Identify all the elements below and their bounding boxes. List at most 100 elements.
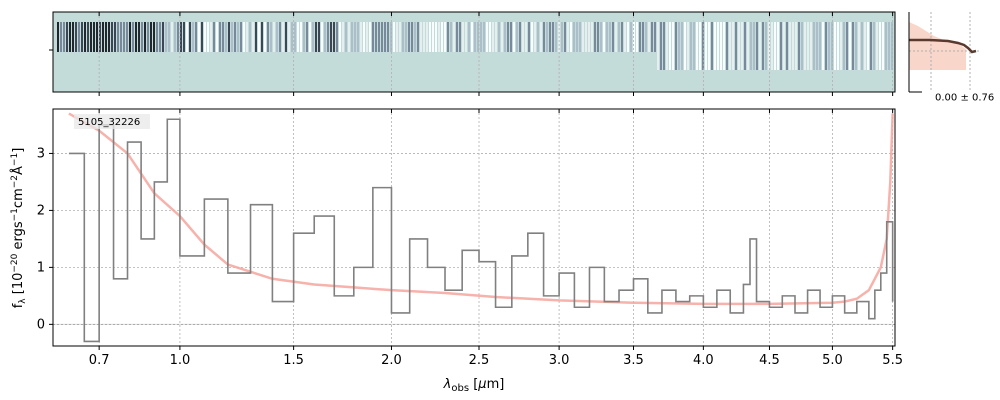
spectrum-2d-column <box>651 22 653 52</box>
y-axis-label: fλ [10−20 ergs−1cm−2Å−1] <box>10 148 28 309</box>
spectrum-2d-column <box>825 22 827 70</box>
y-tick-label: 1 <box>37 260 45 275</box>
spectrum-2d-column <box>339 22 341 52</box>
spectrum-2d-column <box>564 22 566 52</box>
spectrum-2d-column <box>63 22 65 52</box>
spectrum-2d-column <box>210 22 212 52</box>
spectrum-2d-column <box>723 22 725 70</box>
spectrum-2d-column <box>795 22 797 70</box>
spectrum-2d-column <box>75 22 77 52</box>
x-tick-label: 0.7 <box>89 353 110 368</box>
spectrum-2d-column <box>123 22 125 52</box>
spectrum-2d-column <box>864 22 866 70</box>
spectrum-2d-column <box>792 22 794 70</box>
spectrum-2d-column <box>384 22 386 52</box>
spectrum-2d-column <box>114 22 116 52</box>
x-tick-label: 2.5 <box>469 353 490 368</box>
spectrum-2d-column <box>696 22 698 70</box>
spectrum-2d-column <box>216 22 218 52</box>
spectrum-2d-column <box>267 22 269 52</box>
spectrum-2d-column <box>594 22 596 52</box>
spectrum-2d-column <box>600 22 602 52</box>
y-axis-label-exp3: −2 <box>10 175 20 188</box>
y-tick-label: 0 <box>37 317 45 332</box>
spectrum-2d-column <box>759 22 761 70</box>
spectrum-2d-column <box>465 22 467 52</box>
spectrum-2d-column <box>261 22 263 52</box>
spectrum-2d-column <box>684 22 686 70</box>
spectrum-2d-grid <box>98 12 894 92</box>
spectrum-2d-column <box>501 22 503 52</box>
spectrum-2d-column <box>807 22 809 70</box>
spectrum-2d-column <box>387 22 389 52</box>
spectrum-2d-column <box>753 22 755 70</box>
spectrum-2d-column <box>657 22 659 70</box>
spectrum-2d-panel <box>49 11 896 96</box>
spectrum-2d-column <box>276 22 278 52</box>
spectrum-2d-column <box>225 22 227 52</box>
object-label-box <box>74 114 150 129</box>
spectrum-2d-column <box>480 22 482 52</box>
spectrum-2d-column <box>660 22 662 70</box>
spectrum-2d-column <box>273 22 275 52</box>
spectrum-2d-column <box>357 22 359 52</box>
object-label: 5105_32226 <box>78 117 140 128</box>
spectrum-2d-column <box>390 22 392 52</box>
y-axis-label-b: ergs <box>11 221 26 253</box>
spectrum-2d-column <box>567 22 569 52</box>
spectrum-2d-frame <box>52 11 896 93</box>
spectrum-2d-column <box>246 22 248 52</box>
spectrum-2d-column <box>66 22 68 52</box>
spectrum-2d-column <box>624 22 626 52</box>
profile-fill <box>909 22 966 70</box>
spectrum-2d-column <box>810 22 812 70</box>
spectrum-2d-column <box>84 22 86 52</box>
spectrum-2d-column <box>180 22 182 52</box>
spectrum-2d-column <box>345 22 347 52</box>
x-axis-label-symbol: λ <box>443 377 452 392</box>
spectrum-2d-column <box>450 22 452 52</box>
spectrum-2d-column <box>819 22 821 70</box>
x-tick-label: 3.5 <box>623 353 644 368</box>
spectrum-2d-column <box>762 22 764 70</box>
spectrum-2d-column <box>117 22 119 52</box>
spectrum-2d-column <box>768 22 770 70</box>
y-axis-ticks: 0 1 2 3 <box>37 146 53 332</box>
spectrum-2d-column <box>417 22 419 52</box>
spectrum-2d-column <box>150 22 152 52</box>
spectrum-2d-column <box>534 22 536 52</box>
spectrum-2d-column <box>366 22 368 52</box>
spectrum-2d-column <box>159 22 161 52</box>
spectrum-2d-column <box>816 22 818 70</box>
spectrum-2d-column <box>642 22 644 52</box>
spectrum-2d-column <box>144 22 146 52</box>
spectrum-2d-column <box>219 22 221 52</box>
spectrum-2d-column <box>198 22 200 52</box>
spectrum-2d-column <box>732 22 734 70</box>
spectrum-2d-column <box>240 22 242 52</box>
spectrum-2d-column <box>372 22 374 52</box>
spectrum-2d-trace <box>57 22 893 70</box>
plot-frame <box>52 108 896 347</box>
spectrum-2d-column <box>147 22 149 52</box>
spectrum-2d-column <box>513 22 515 52</box>
spectrum-2d-column <box>165 22 167 52</box>
spectrum-2d-column <box>60 22 62 52</box>
spectrum-2d-column <box>333 22 335 52</box>
x-tick-label: 4.5 <box>759 353 780 368</box>
spectrum-2d-column <box>681 22 683 70</box>
spectrum-2d-column <box>90 22 92 52</box>
spectrum-2d-column <box>786 22 788 70</box>
spectrum-2d-column <box>588 22 590 52</box>
spectrum-2d-column <box>435 22 437 52</box>
y-axis-label-sub: λ <box>18 298 28 304</box>
spectrum-2d-column <box>783 22 785 70</box>
spectrum-2d-column <box>537 22 539 52</box>
profile-line <box>909 38 977 54</box>
y-axis-label-exp1: −20 <box>10 253 20 272</box>
spectrum-2d-column <box>378 22 380 52</box>
spectrum-2d-column <box>393 22 395 52</box>
x-tick-label: 1.0 <box>170 353 191 368</box>
spectrum-2d-column <box>264 22 266 52</box>
spectrum-2d-column <box>108 22 110 52</box>
